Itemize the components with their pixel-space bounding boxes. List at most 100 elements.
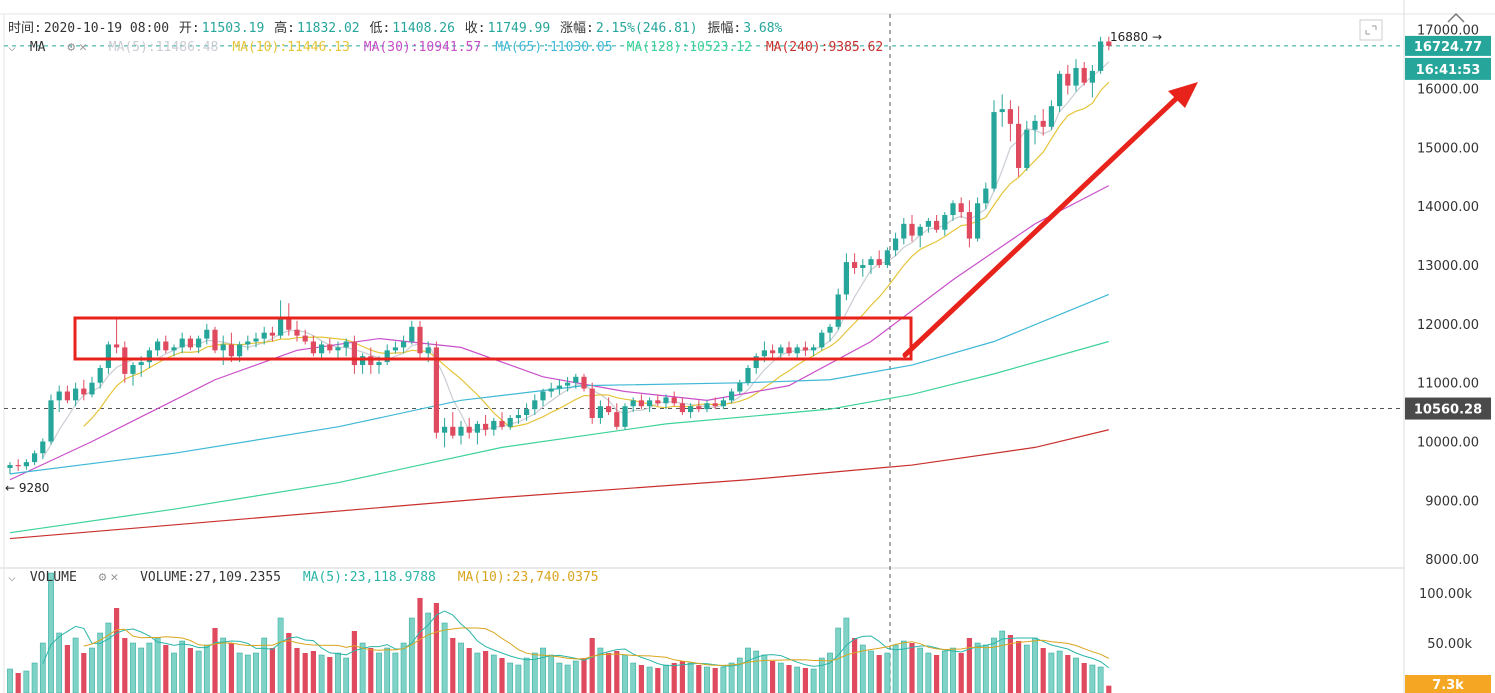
volume-bar xyxy=(458,642,464,693)
volume-bar xyxy=(1097,666,1104,693)
candle-body xyxy=(548,388,554,392)
candle-body xyxy=(228,344,234,357)
chevron-down-icon[interactable]: ⌵ xyxy=(8,40,16,55)
volume-bar xyxy=(277,617,284,693)
volume-bar xyxy=(228,643,234,693)
candle-body xyxy=(278,317,284,336)
candle-body xyxy=(614,412,620,427)
candle-body xyxy=(179,338,185,348)
candle-body xyxy=(589,388,595,418)
candle-body xyxy=(975,203,981,239)
fullscreen-icon-glyph xyxy=(1365,25,1377,35)
volume-bar xyxy=(720,666,727,693)
volume-bar xyxy=(48,572,54,693)
candle-body xyxy=(7,465,13,468)
volume-bars xyxy=(7,572,1112,693)
volume-bar xyxy=(589,638,595,693)
candle-body xyxy=(1081,67,1087,83)
candle-body xyxy=(310,341,316,354)
settings-icon[interactable]: ⚙ xyxy=(67,40,76,55)
chevron-down-icon[interactable]: ⌵ xyxy=(8,570,16,585)
price-tick-label: 9000.00 xyxy=(1425,494,1479,509)
fullscreen-icon[interactable] xyxy=(1359,19,1383,41)
candle-body xyxy=(524,409,530,416)
volume-bar xyxy=(884,652,891,693)
volume-bar xyxy=(745,647,751,693)
candle-body xyxy=(319,344,325,354)
price-tick-label: 16000.00 xyxy=(1417,83,1479,98)
candle-body xyxy=(302,335,308,342)
candle-body xyxy=(89,382,95,395)
candle-body xyxy=(425,347,431,354)
volume-bar xyxy=(687,662,694,693)
volume-bar xyxy=(1048,652,1055,693)
close-icon[interactable]: ✕ xyxy=(110,570,119,585)
price-tick-label: 15000.00 xyxy=(1417,141,1479,156)
price-tick-label: 13000.00 xyxy=(1417,259,1479,274)
volume-bar xyxy=(777,662,784,693)
candle-body xyxy=(802,347,808,351)
volume-bar xyxy=(130,642,136,693)
candle-body xyxy=(458,426,464,436)
ma-legend-title: MA xyxy=(29,40,46,55)
candle-body xyxy=(507,417,513,427)
candle-body xyxy=(187,338,193,348)
candle-body xyxy=(442,426,448,433)
candle-body xyxy=(196,338,202,348)
volume-bar xyxy=(802,668,808,693)
volume-bar xyxy=(696,665,702,693)
candle-body xyxy=(565,382,571,386)
volume-legend-title: VOLUME xyxy=(29,570,77,585)
candle-body xyxy=(770,350,776,354)
candle-body xyxy=(647,400,653,407)
volume-bar xyxy=(384,647,391,693)
candle-body xyxy=(860,265,866,268)
volume-bar xyxy=(81,653,87,693)
close-icon[interactable]: ✕ xyxy=(79,40,87,55)
settings-icon[interactable]: ⚙ xyxy=(98,570,107,585)
volume-bar xyxy=(23,670,30,693)
volume-bar xyxy=(1065,655,1071,693)
candle-body xyxy=(294,329,300,336)
candle-body xyxy=(269,332,275,336)
fullscreen-icon-frame xyxy=(1359,19,1383,41)
candle-body xyxy=(474,423,480,433)
volume-bar xyxy=(269,648,275,693)
ma-line xyxy=(9,185,1110,481)
volume-bar xyxy=(974,642,981,693)
candle-body xyxy=(819,332,825,348)
volume-bar xyxy=(852,638,858,693)
candle-body xyxy=(556,385,562,389)
ma-legend-item: MA(128):10523.12 xyxy=(626,40,752,55)
price-tick-label: 17000.00 xyxy=(1417,24,1479,39)
volume-bar xyxy=(786,665,792,693)
candle-body xyxy=(1024,129,1030,168)
candle-body xyxy=(360,356,366,366)
price-axis: 17000.00 16000.00 15000.00 14000.00 13000.00… xyxy=(1405,24,1491,693)
candle-body xyxy=(827,326,833,333)
ma-line xyxy=(9,429,1109,540)
volume-bar xyxy=(917,647,924,693)
candle-body xyxy=(483,423,489,430)
candle-body xyxy=(171,347,177,351)
candle-body xyxy=(64,391,70,401)
volume-bar xyxy=(138,647,145,693)
volume-bar xyxy=(441,622,448,693)
open-label: 开: xyxy=(178,21,200,36)
volume-bar xyxy=(1073,657,1079,693)
volume-bar xyxy=(89,647,95,693)
volume-bar xyxy=(638,665,644,693)
candle-body xyxy=(876,259,882,266)
volume-bar xyxy=(818,657,825,693)
candle-body xyxy=(376,362,382,366)
volume-bar xyxy=(1089,664,1096,693)
candle-body xyxy=(163,341,169,351)
candle-body xyxy=(40,441,46,454)
candle-body xyxy=(433,347,439,433)
candle-body xyxy=(1073,67,1079,86)
candle-body xyxy=(597,406,603,418)
candle-body xyxy=(901,223,907,239)
chevron-up-icon[interactable] xyxy=(1447,12,1465,23)
volume-bar xyxy=(531,652,538,693)
